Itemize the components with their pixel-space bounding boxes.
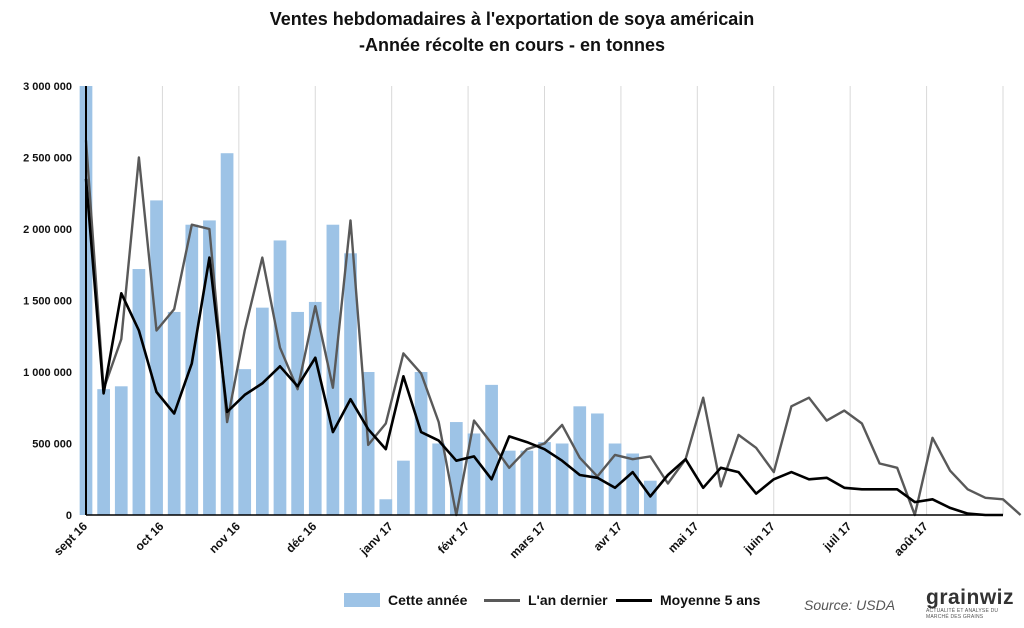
bar xyxy=(132,269,146,515)
source-note: Source: USDA xyxy=(804,597,896,613)
bar xyxy=(485,384,498,515)
bar xyxy=(643,480,657,515)
series-line xyxy=(84,140,1022,517)
x-tick-label: févr 17 xyxy=(435,519,472,556)
bar xyxy=(326,224,340,515)
grainwiz-logo: grainwiz ACTUALITÉ ET ANALYSE DU MARCHÉ … xyxy=(926,586,1020,622)
series-lines xyxy=(84,140,1022,517)
bar xyxy=(591,413,604,515)
chart-title: Ventes hebdomadaires à l'exportation de … xyxy=(269,9,755,29)
legend-swatch-avg xyxy=(616,598,652,602)
x-tick-label: nov 16 xyxy=(206,519,243,556)
chart-subtitle: -Année récolte en cours - en tonnes xyxy=(358,35,666,55)
bar xyxy=(608,443,622,515)
x-tick-label: août 17 xyxy=(891,519,931,559)
legend-item-this-year: Cette année xyxy=(344,592,467,608)
bar xyxy=(573,406,587,515)
bar xyxy=(414,372,428,515)
legend-item-avg: Moyenne 5 ans xyxy=(616,592,760,608)
bar xyxy=(397,460,410,515)
logo-wordmark: grainwiz xyxy=(926,586,1015,609)
bar xyxy=(555,443,569,515)
bar xyxy=(379,499,393,515)
bar xyxy=(432,443,446,515)
bar xyxy=(308,301,322,515)
series-line xyxy=(84,178,1003,517)
axes xyxy=(85,86,1003,516)
x-tick-label: mai 17 xyxy=(665,519,702,556)
logo-tagline: ACTUALITÉ ET ANALYSE DU MARCHÉ DES GRAIN… xyxy=(926,608,999,620)
x-tick-label: sept 16 xyxy=(51,519,90,558)
bar xyxy=(114,386,128,515)
bar xyxy=(150,200,163,515)
x-tick-label: déc 16 xyxy=(283,519,320,556)
y-tick-label: 500 000 xyxy=(32,439,72,451)
bar xyxy=(502,450,516,515)
x-tick-label: juin 17 xyxy=(740,519,778,557)
legend-item-last-year: L'an dernier xyxy=(484,592,608,608)
bar xyxy=(97,389,110,515)
legend-label-avg: Moyenne 5 ans xyxy=(660,592,761,608)
x-tick-labels: sept 16 oct 16 nov 16 déc 16 janv 17 févr 17 m… xyxy=(51,519,931,561)
bar xyxy=(538,442,551,515)
x-tick-label: janv 17 xyxy=(356,519,396,559)
x-tick-label: juil 17 xyxy=(820,519,855,554)
bar xyxy=(626,453,640,515)
legend-label-last-year: L'an dernier xyxy=(528,592,608,608)
y-tick-label: 1 000 000 xyxy=(23,367,72,379)
bar xyxy=(238,369,252,515)
bar xyxy=(449,422,463,515)
y-tick-label: 2 000 000 xyxy=(23,224,72,236)
x-tick-label: mars 17 xyxy=(507,519,549,561)
bar xyxy=(185,224,199,515)
bar xyxy=(467,433,481,515)
bars-this-year xyxy=(79,86,657,516)
legend-swatch-bar xyxy=(344,593,380,607)
y-tick-label: 2 500 000 xyxy=(23,153,72,165)
bar xyxy=(255,307,269,515)
bar xyxy=(520,450,534,515)
y-tick-label: 0 xyxy=(66,510,72,522)
y-tick-label: 3 000 000 xyxy=(23,81,72,93)
bar xyxy=(344,253,357,515)
bar xyxy=(291,311,304,515)
y-tick-label: 1 500 000 xyxy=(23,296,72,308)
legend-label-this-year: Cette année xyxy=(388,592,468,608)
y-tick-labels: 0 500 000 1 000 000 1 500 000 2 000 000 2 500… xyxy=(23,81,72,522)
legend-swatch-last-year xyxy=(484,598,520,602)
x-tick-label: oct 16 xyxy=(132,519,167,554)
bar xyxy=(273,240,287,515)
bar xyxy=(220,153,234,515)
x-tick-label: avr 17 xyxy=(591,519,626,554)
